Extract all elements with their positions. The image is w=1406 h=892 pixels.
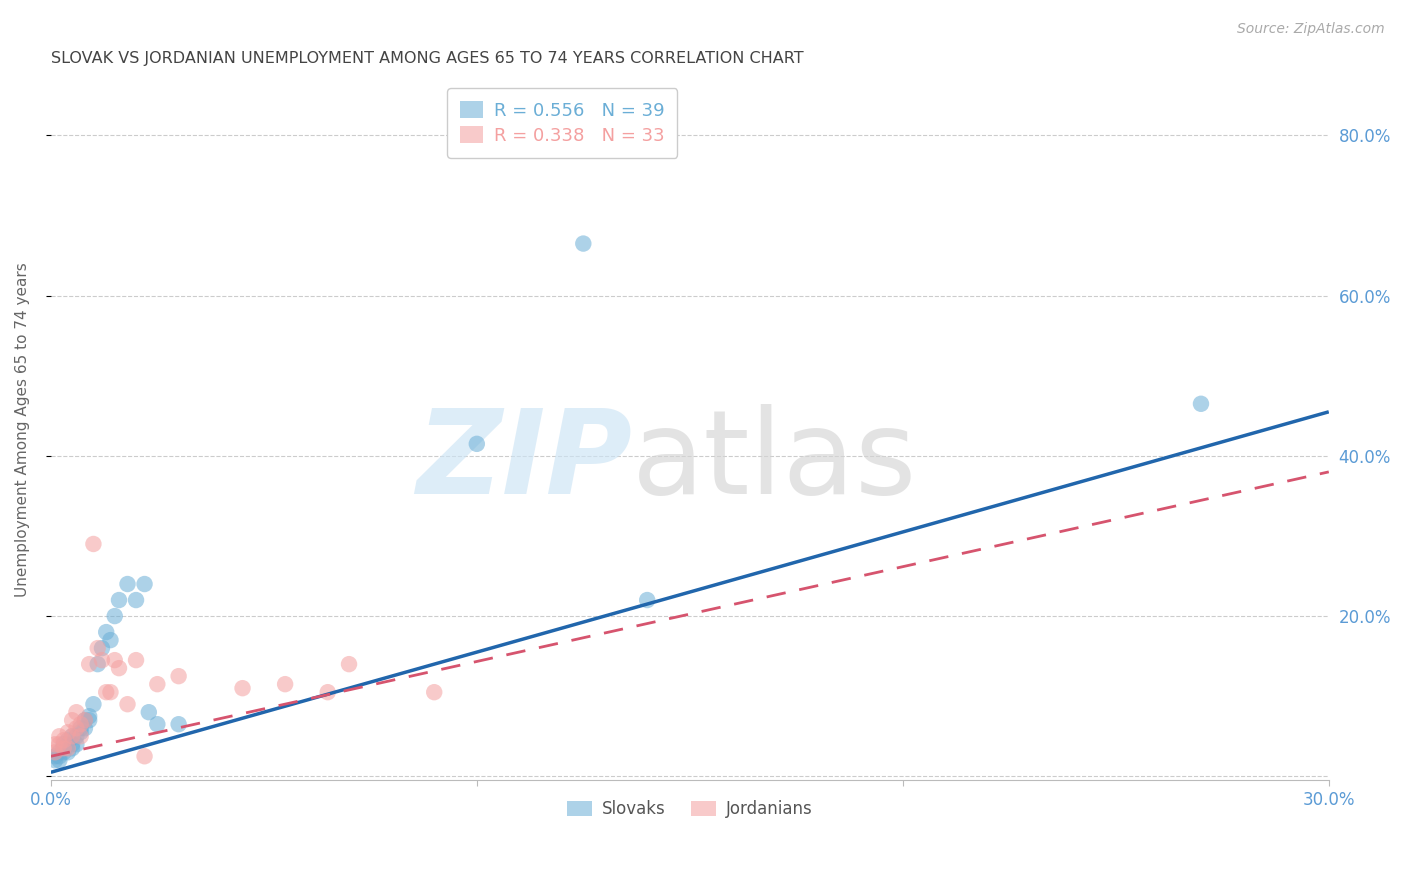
Point [108,593,131,607]
Point [146,677,169,691]
Point [125,593,148,607]
Point [65,737,87,751]
Point [44,745,66,759]
Point [56,745,79,759]
Text: ZIP: ZIP [416,404,633,519]
Point [231,681,253,695]
Point [465,437,488,451]
Point [69,717,91,731]
Point [82,697,104,711]
Text: Source: ZipAtlas.com: Source: ZipAtlas.com [1237,22,1385,37]
Point [44,737,66,751]
Y-axis label: Unemployment Among Ages 65 to 74 years: Unemployment Among Ages 65 to 74 years [15,262,30,598]
Point [60,713,83,727]
Point [73,713,96,727]
Point [56,737,79,751]
Point [423,685,446,699]
Point [100,633,122,648]
Point [56,725,79,739]
Point [77,657,100,672]
Point [69,725,91,739]
Point [48,737,70,751]
Point [104,609,127,624]
Point [44,749,66,764]
Point [91,641,114,656]
Point [60,729,83,743]
Point [52,733,75,747]
Point [337,657,360,672]
Point [52,745,75,759]
Point [60,729,83,743]
Point [48,749,70,764]
Point [52,737,75,751]
Point [100,685,122,699]
Point [82,537,104,551]
Point [572,236,595,251]
Point [73,721,96,735]
Point [146,717,169,731]
Point [104,653,127,667]
Point [52,741,75,756]
Point [48,729,70,743]
Point [117,577,139,591]
Point [44,753,66,767]
Point [73,713,96,727]
Point [52,741,75,756]
Point [56,741,79,756]
Point [167,717,190,731]
Point [69,729,91,743]
Point [167,669,190,683]
Text: SLOVAK VS JORDANIAN UNEMPLOYMENT AMONG AGES 65 TO 74 YEARS CORRELATION CHART: SLOVAK VS JORDANIAN UNEMPLOYMENT AMONG A… [51,51,803,66]
Point [86,657,108,672]
Point [1189,397,1212,411]
Point [65,729,87,743]
Point [316,685,339,699]
Text: atlas: atlas [633,404,918,519]
Point [138,705,160,719]
Point [96,625,118,640]
Point [69,721,91,735]
Point [77,713,100,727]
Point [56,733,79,747]
Point [96,685,118,699]
Point [91,653,114,667]
Point [48,745,70,759]
Point [125,653,148,667]
Point [60,737,83,751]
Point [274,677,297,691]
Point [134,577,156,591]
Point [134,749,156,764]
Legend: Slovaks, Jordanians: Slovaks, Jordanians [561,793,820,824]
Point [60,741,83,756]
Point [77,709,100,723]
Point [117,697,139,711]
Point [65,705,87,719]
Point [48,753,70,767]
Point [108,661,131,675]
Point [65,721,87,735]
Point [636,593,658,607]
Point [86,641,108,656]
